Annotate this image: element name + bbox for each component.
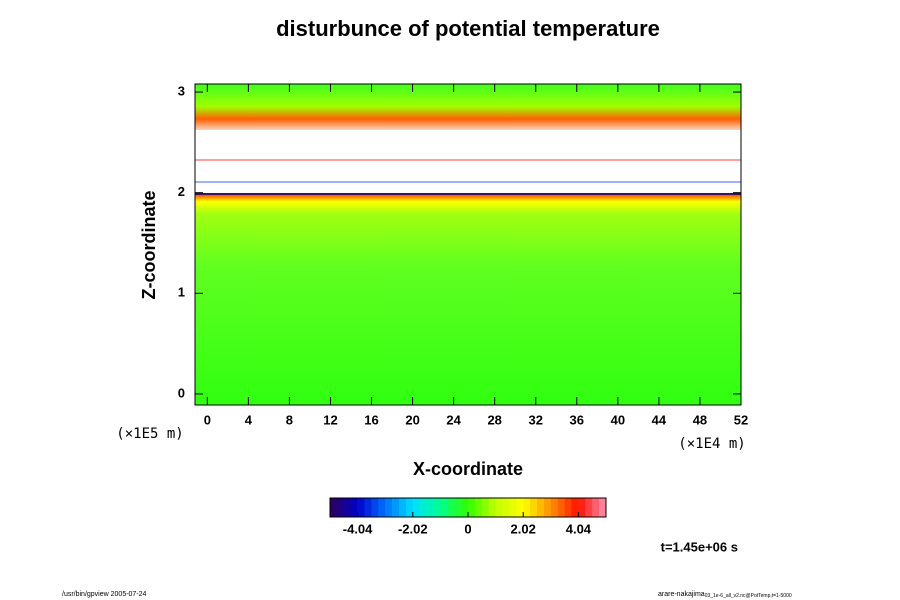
footer-name: arare-nakajima xyxy=(658,591,705,598)
colorbar-cell xyxy=(543,498,552,517)
x-tick-label: 4 xyxy=(245,412,253,427)
chart-title: disturbunce of potential temperature xyxy=(276,16,660,41)
x-unit: (×1E4 m) xyxy=(678,436,745,452)
colorbar-cell xyxy=(419,498,427,517)
colorbar-cell xyxy=(550,498,558,517)
x-tick-label: 0 xyxy=(204,412,211,427)
colorbar-cell xyxy=(330,498,338,517)
x-tick-label: 40 xyxy=(611,412,625,427)
colorbar-cell xyxy=(557,498,565,517)
colorbar-tick-label: -2.02 xyxy=(398,521,428,536)
y-axis-label: Z-coordinate xyxy=(139,190,159,299)
y-tick-label: 0 xyxy=(178,385,185,400)
colorbar-cell xyxy=(537,498,545,517)
colorbar-cell xyxy=(488,498,496,517)
colorbar-cell xyxy=(571,498,579,517)
colorbar-cell xyxy=(447,498,455,517)
time-label: t=1.45e+06 s xyxy=(661,539,738,554)
footer-right: arare-nakajima03_1e-6_all_v2.nc@PotTemp,… xyxy=(658,591,792,599)
x-tick-label: 52 xyxy=(734,412,748,427)
colorbar-cell xyxy=(585,498,593,517)
field-upper xyxy=(195,84,741,134)
x-tick-label: 8 xyxy=(286,412,293,427)
colorbar-cell xyxy=(454,498,462,517)
colorbar-cell xyxy=(495,498,503,517)
y-tick-label: 2 xyxy=(178,184,185,199)
colorbar-cell xyxy=(426,498,434,517)
x-tick-label: 12 xyxy=(323,412,337,427)
colorbar-cell xyxy=(405,498,414,517)
colorbar-cell xyxy=(461,498,469,517)
x-tick-label: 36 xyxy=(570,412,584,427)
colorbar-cell xyxy=(343,498,351,517)
colorbar-cell xyxy=(578,498,586,517)
colorbar-cell xyxy=(592,498,600,517)
colorbar-cell xyxy=(385,498,393,517)
colorbar-cell xyxy=(523,498,531,517)
colorbar-tick-label: -4.04 xyxy=(343,521,373,536)
colorbar-cell xyxy=(440,498,448,517)
colorbar-tick-label: 0 xyxy=(464,521,471,536)
colorbar-cell xyxy=(378,498,386,517)
field xyxy=(195,84,741,405)
colorbar-cell xyxy=(350,498,358,517)
colorbar-cell xyxy=(599,498,607,517)
colorbar-cell xyxy=(474,498,483,517)
colorbar-tick-label: 2.02 xyxy=(511,521,536,536)
x-tick-label: 20 xyxy=(405,412,419,427)
field-lower xyxy=(195,193,741,405)
colorbar-cell xyxy=(399,498,407,517)
footer-left: /usr/bin/gpview 2005-07-24 xyxy=(62,591,147,598)
colorbar-cell xyxy=(530,498,538,517)
x-axis-label: X-coordinate xyxy=(413,459,523,479)
colorbar-cell xyxy=(392,498,400,517)
colorbar-cell xyxy=(516,498,524,517)
colorbar-cell xyxy=(564,498,572,517)
field-void xyxy=(195,130,741,193)
colorbar-tick-label: 4.04 xyxy=(566,521,592,536)
colorbar-cell xyxy=(364,498,372,517)
x-tick-label: 44 xyxy=(652,412,667,427)
x-tick-label: 48 xyxy=(693,412,707,427)
x-tick-label: 16 xyxy=(364,412,378,427)
y-tick-label: 3 xyxy=(178,83,185,98)
x-tick-label: 28 xyxy=(487,412,501,427)
colorbar-cell xyxy=(357,498,365,517)
plot-frame xyxy=(194,83,742,406)
colorbar-cell xyxy=(433,498,441,517)
colorbar-cell xyxy=(509,498,517,517)
colorbar-cell xyxy=(481,498,489,517)
colorbar-cell xyxy=(412,498,420,517)
colorbar-cell xyxy=(468,498,476,517)
colorbar-cell xyxy=(336,498,345,517)
footer-sub: 03_1e-6_all_v2.nc@PotTemp,t=1-5000 xyxy=(705,593,792,599)
colorbar-cell xyxy=(502,498,510,517)
colorbar-cell xyxy=(371,498,379,517)
y-unit: (×1E5 m) xyxy=(116,426,183,442)
x-tick-label: 24 xyxy=(446,412,461,427)
y-tick-label: 1 xyxy=(178,285,185,300)
x-tick-label: 32 xyxy=(529,412,543,427)
